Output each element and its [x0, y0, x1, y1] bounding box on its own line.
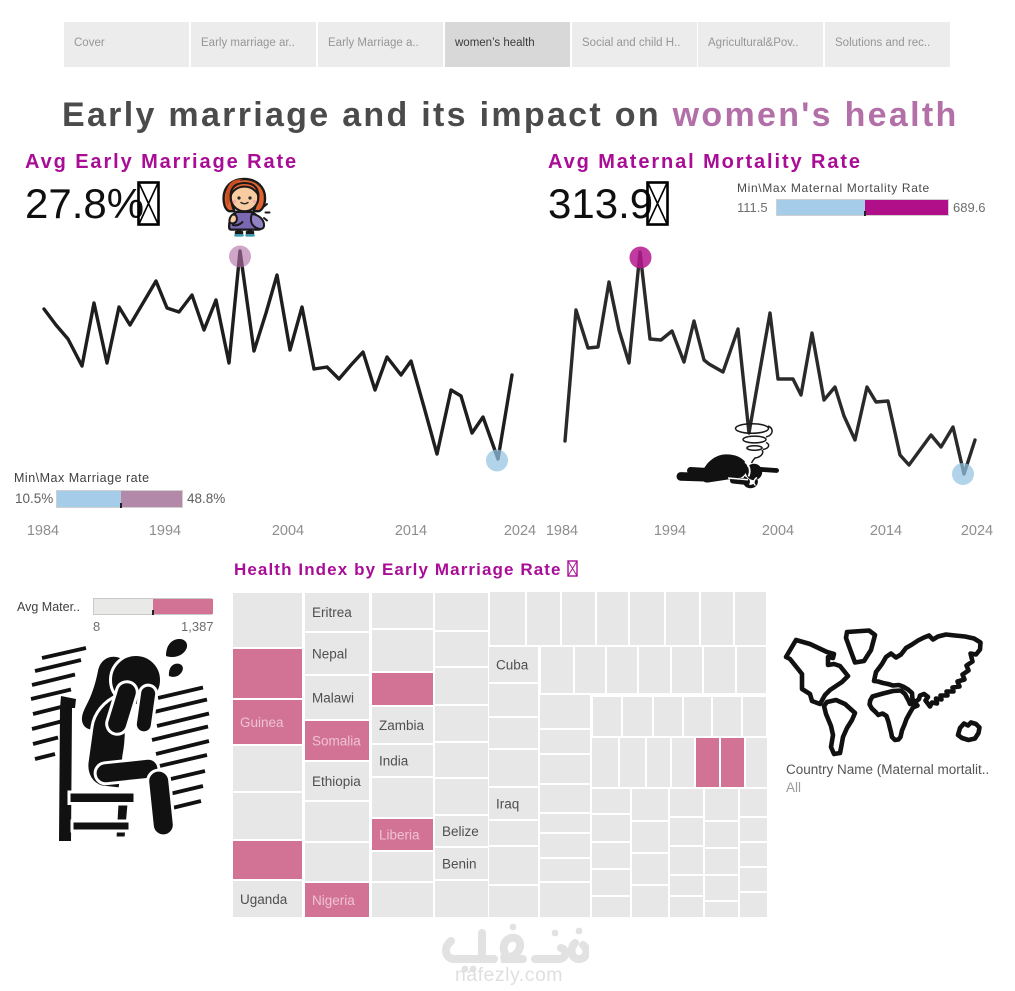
svg-text:Cuba: Cuba [496, 658, 529, 673]
svg-text:nafezly.com: nafezly.com [455, 964, 563, 986]
svg-text:Zambia: Zambia [379, 718, 425, 733]
svg-text:Malawi: Malawi [312, 691, 354, 706]
svg-text:Ethiopia: Ethiopia [312, 774, 361, 789]
svg-text:Nepal: Nepal [312, 647, 347, 662]
svg-text:Guinea: Guinea [240, 715, 284, 730]
svg-text:Iraq: Iraq [496, 797, 519, 812]
svg-text:Nigeria: Nigeria [312, 893, 355, 908]
svg-text:Belize: Belize [442, 824, 479, 839]
svg-text:Liberia: Liberia [379, 828, 420, 843]
svg-text:India: India [379, 754, 409, 769]
svg-text:Eritrea: Eritrea [312, 605, 352, 620]
svg-text:Benin: Benin [442, 857, 477, 872]
svg-text:Somalia: Somalia [312, 734, 361, 749]
svg-text:Uganda: Uganda [240, 892, 288, 907]
